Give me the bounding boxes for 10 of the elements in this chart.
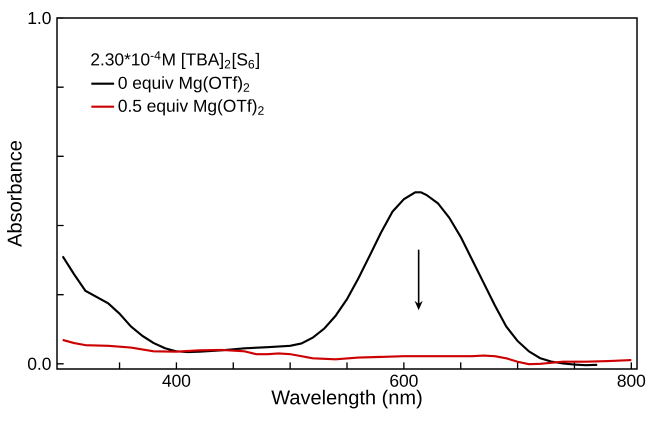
y-tick-label: 0.0 bbox=[28, 358, 51, 370]
x-axis-title: Wavelength (nm) bbox=[271, 390, 422, 408]
y-tick-label: 1.0 bbox=[28, 12, 51, 24]
x-tick-label: 800 bbox=[618, 374, 646, 387]
x-tick-label: 400 bbox=[162, 374, 190, 387]
legend-title: 2.30*10$^{-4}$M [TBA]$_{2}$[S$_{6}$] bbox=[91, 51, 259, 69]
legend-label: 0.5 equiv Mg(OTf)$_{2}$ bbox=[118, 99, 264, 116]
legend-label: 0 equiv Mg(OTf)$_{2}$ bbox=[118, 76, 250, 92]
x-tick-label: 600 bbox=[390, 374, 418, 387]
y-axis-title: Absorbance bbox=[7, 141, 22, 247]
